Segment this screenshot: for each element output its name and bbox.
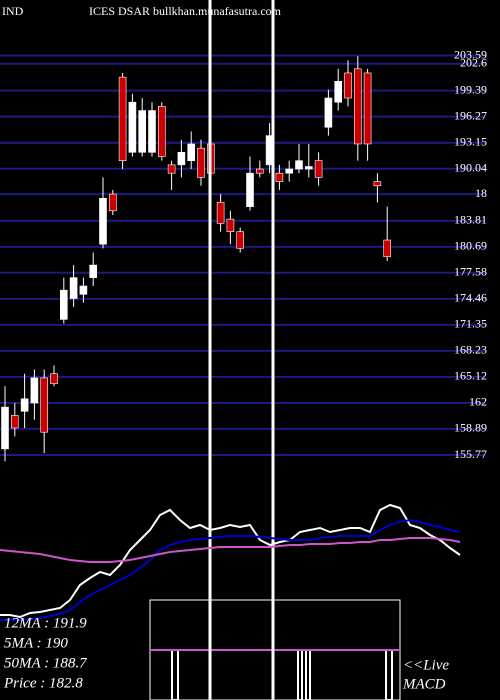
candle-body: [167, 164, 176, 174]
y-tick-label: 165.12: [454, 369, 487, 383]
y-tick-label: 18: [475, 186, 487, 200]
candle-body: [216, 202, 225, 224]
candle-body: [50, 373, 58, 385]
y-tick-label: 174.46: [454, 291, 487, 305]
indicator-line: [0, 537, 461, 563]
candle-body: [177, 152, 186, 166]
candle-body: [187, 143, 195, 161]
candle-body: [89, 264, 97, 278]
title-left: IND: [2, 4, 24, 18]
y-tick-label: 193.15: [454, 134, 487, 148]
y-tick-label: 162: [469, 395, 487, 409]
y-tick-label: 158.89: [454, 421, 487, 435]
chart-title: ICES DSAR bullkhan.munafasutra.com: [89, 4, 282, 18]
candle-body: [40, 377, 49, 433]
y-tick-label: 190.04: [454, 160, 487, 174]
y-tick-label: 155.77: [454, 447, 487, 461]
candle-body: [99, 197, 107, 245]
candle-body: [197, 147, 205, 178]
candle-body: [128, 101, 137, 153]
candle-body: [59, 289, 68, 320]
y-tick-label: 203.59: [454, 47, 487, 61]
candle-body: [109, 193, 117, 212]
candle-body: [158, 106, 166, 157]
candle-body: [353, 68, 362, 145]
candle-body: [148, 110, 156, 153]
candle-body: [314, 160, 323, 178]
indicator-line: [0, 503, 461, 619]
y-tick-label: 202.6: [460, 56, 487, 70]
y-tick-label: 199.39: [454, 82, 487, 96]
y-tick-label: 168.23: [454, 343, 487, 357]
candle-body: [11, 415, 19, 429]
candle-body: [246, 172, 254, 207]
live-label: MACD: [402, 676, 446, 692]
candle-body: [138, 110, 146, 153]
macd-line: [150, 649, 400, 700]
candle-body: [79, 285, 88, 295]
legend-entry: 12MA : 191.9: [4, 615, 87, 631]
candle-body: [275, 172, 284, 182]
candle-body: [226, 218, 235, 232]
candle-body: [118, 76, 127, 161]
candle-body: [344, 72, 352, 99]
y-tick-label: 180.69: [454, 239, 487, 253]
y-tick-label: 183.81: [454, 212, 487, 226]
legend-entry: 50MA : 188.7: [4, 655, 88, 671]
y-tick-label: 171.35: [454, 317, 487, 331]
candle-body: [69, 277, 78, 299]
legend-entry: Price : 182.8: [3, 675, 83, 691]
indicator-line: [0, 518, 461, 621]
candle-body: [20, 398, 29, 412]
candle-body: [295, 160, 303, 170]
y-tick-label: 177.58: [454, 265, 487, 279]
candle-body: [363, 72, 372, 145]
candle-body: [324, 97, 333, 128]
live-label: <<Live: [403, 657, 449, 673]
candle-body: [285, 168, 294, 174]
candle-body: [383, 239, 392, 258]
candle-body: [304, 166, 313, 170]
candle-body: [334, 81, 343, 103]
candle-body: [236, 231, 244, 249]
candle-body: [30, 377, 39, 404]
candle-body: [373, 181, 382, 187]
legend-entry: 5MA : 190: [4, 635, 68, 651]
candle-body: [255, 168, 264, 174]
y-tick-label: 196.27: [454, 108, 487, 122]
candle-body: [1, 406, 9, 450]
